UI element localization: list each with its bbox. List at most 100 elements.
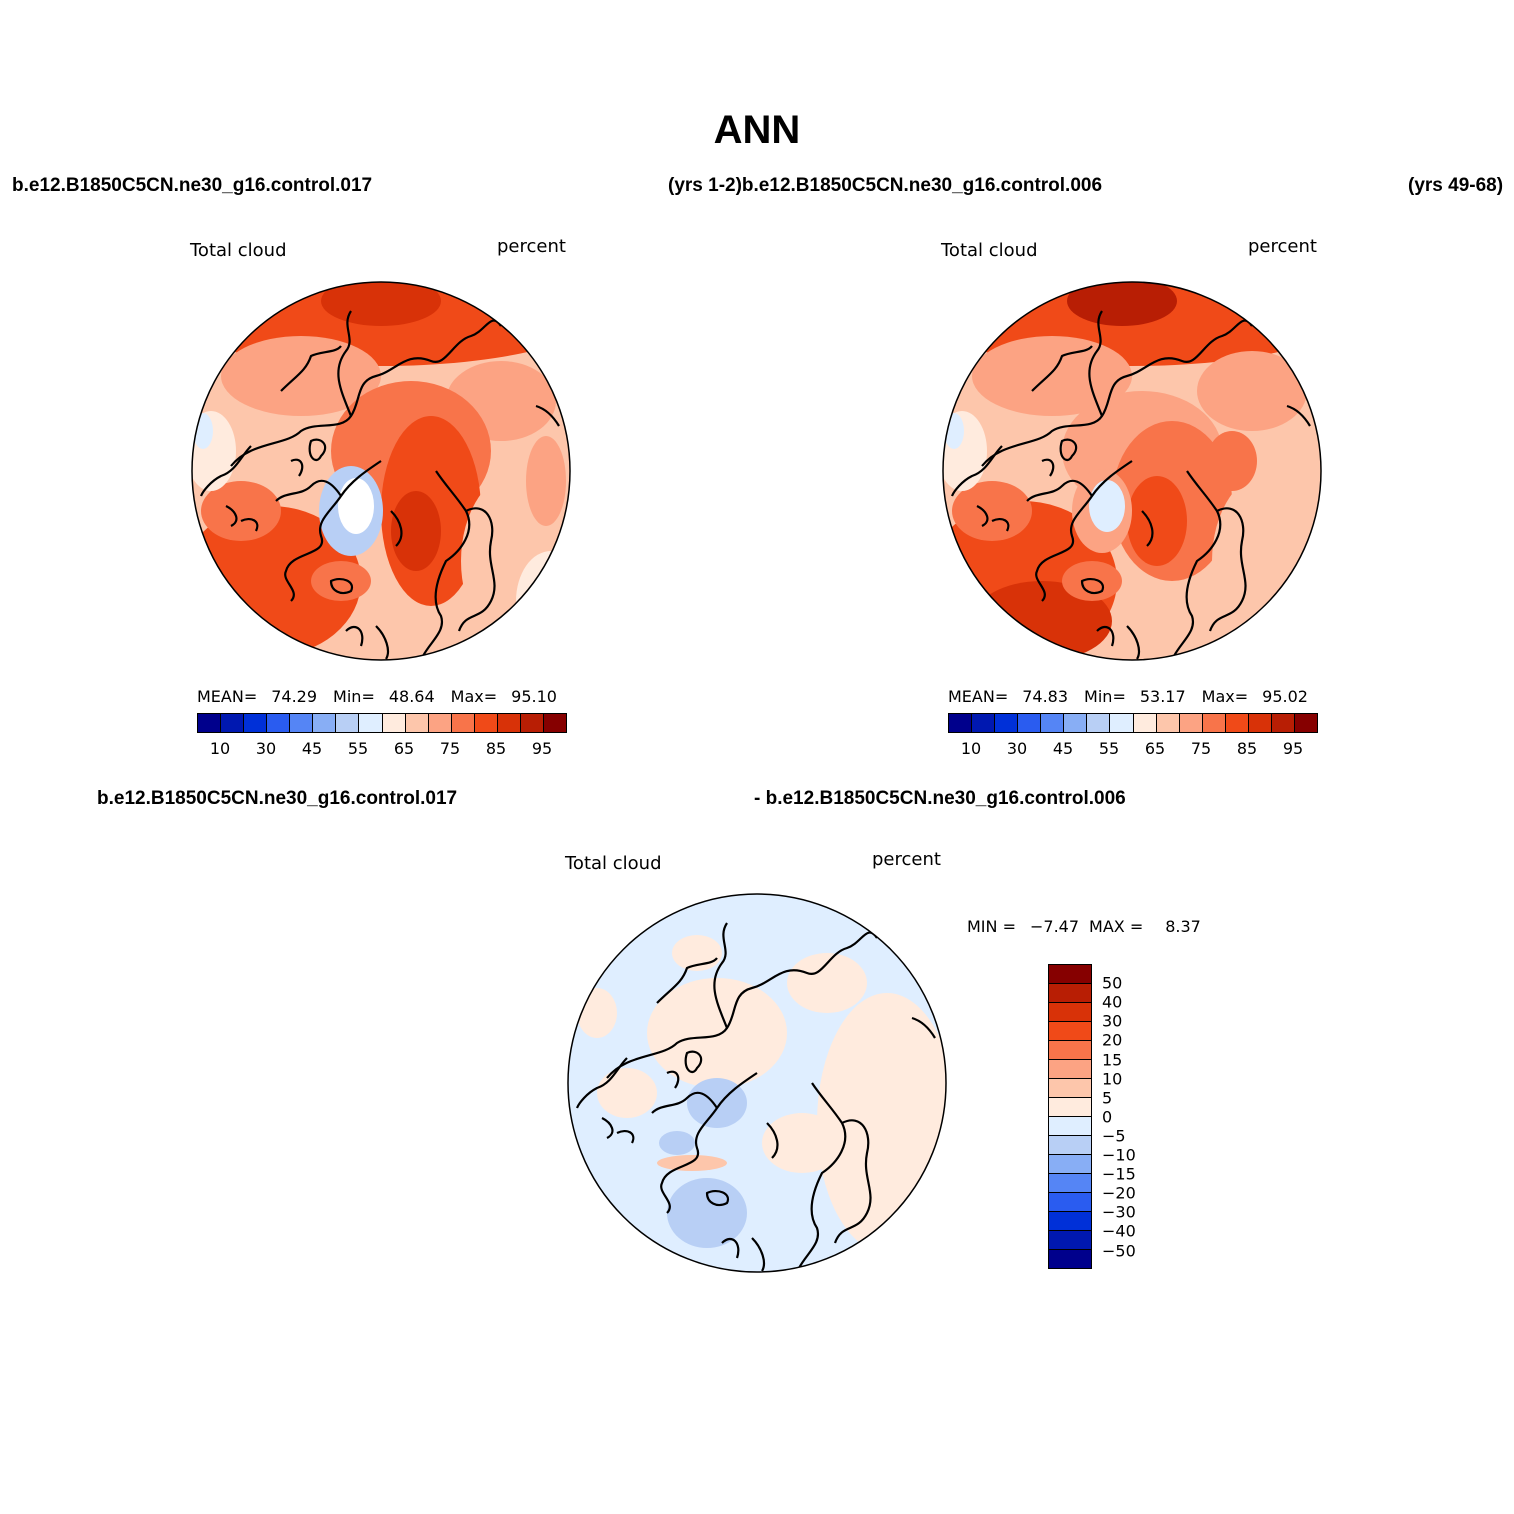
colorbar-tick-label: 85 bbox=[485, 739, 507, 758]
panel2-mean-value: 74.83 bbox=[1022, 687, 1069, 706]
diff-map bbox=[567, 893, 947, 1273]
colorbar-swatch bbox=[949, 714, 973, 732]
panel2-min-label: Min= bbox=[1084, 687, 1126, 706]
colorbar-swatch bbox=[1156, 714, 1180, 732]
colorbar-swatch bbox=[1049, 1041, 1091, 1060]
colorbar-swatch bbox=[1049, 1079, 1091, 1098]
diff-colorbar-ticks: 50 40 30 20 15 10 5 0 −5 −10 −15 −20 −30 −40 −50 bbox=[1102, 964, 1142, 1270]
colorbar-swatch bbox=[1018, 714, 1042, 732]
panel1-variable-label: Total cloud bbox=[190, 240, 287, 261]
diff-min-label: MIN = bbox=[967, 917, 1016, 936]
diff-max-label: MAX = bbox=[1089, 917, 1144, 936]
colorbar-swatch bbox=[313, 714, 337, 732]
panel2-units-label: percent bbox=[1248, 236, 1317, 257]
colorbar-swatch bbox=[428, 714, 452, 732]
diff-units-label: percent bbox=[872, 849, 941, 870]
colorbar-tick-label: 75 bbox=[1190, 739, 1212, 758]
colorbar-tick-label: 10 bbox=[960, 739, 982, 758]
panel2-stats: MEAN= 74.83 Min= 53.17 Max= 95.02 bbox=[948, 687, 1322, 706]
colorbar-swatch bbox=[290, 714, 314, 732]
colorbar-tick-label: 10 bbox=[209, 739, 231, 758]
colorbar-swatch bbox=[1049, 1003, 1091, 1022]
colorbar-tick-label: 5 bbox=[1102, 1088, 1113, 1108]
years2-header: (yrs 49-68) bbox=[1408, 175, 1504, 196]
panel2-colorbar-ticks: 10 30 45 55 65 75 85 95 bbox=[948, 739, 1316, 759]
colorbar-tick-label: 10 bbox=[1102, 1069, 1123, 1089]
colorbar-swatch bbox=[1049, 1231, 1091, 1250]
colorbar-swatch bbox=[995, 714, 1019, 732]
colorbar-tick-label: 75 bbox=[439, 739, 461, 758]
panel2-mean-label: MEAN= bbox=[948, 687, 1009, 706]
panel1-mean-label: MEAN= bbox=[197, 687, 258, 706]
colorbar-swatch bbox=[198, 714, 222, 732]
colorbar-tick-label: 40 bbox=[1102, 992, 1123, 1012]
panel1-min-label: Min= bbox=[333, 687, 375, 706]
colorbar-swatch bbox=[359, 714, 383, 732]
colorbar-swatch bbox=[405, 714, 429, 732]
panel2-max-value: 95.02 bbox=[1262, 687, 1308, 706]
colorbar-swatch bbox=[1087, 714, 1111, 732]
panel2-map bbox=[942, 281, 1322, 661]
colorbar-tick-label: −50 bbox=[1102, 1241, 1136, 1260]
colorbar-swatch bbox=[221, 714, 245, 732]
colorbar-swatch bbox=[1064, 714, 1088, 732]
panel2-max-label: Max= bbox=[1201, 687, 1249, 706]
colorbar-tick-label: 65 bbox=[393, 739, 415, 758]
colorbar-tick-label: −15 bbox=[1102, 1164, 1136, 1184]
colorbar-swatch bbox=[1049, 1136, 1091, 1155]
colorbar-swatch bbox=[1041, 714, 1065, 732]
colorbar-tick-label: 20 bbox=[1102, 1030, 1123, 1050]
colorbar-swatch bbox=[1271, 714, 1295, 732]
colorbar-swatch bbox=[543, 714, 566, 732]
colorbar-swatch bbox=[1049, 1212, 1091, 1231]
colorbar-swatch bbox=[1049, 1098, 1091, 1117]
colorbar-tick-label: 30 bbox=[1006, 739, 1028, 758]
colorbar-tick-label: 95 bbox=[1282, 739, 1304, 758]
colorbar-tick-label: −30 bbox=[1102, 1202, 1136, 1222]
colorbar-tick-label: 50 bbox=[1102, 973, 1123, 993]
colorbar-swatch bbox=[1225, 714, 1249, 732]
colorbar-tick-label: −20 bbox=[1102, 1183, 1136, 1203]
diff-colorbar bbox=[1048, 964, 1092, 1269]
colorbar-swatch bbox=[382, 714, 406, 732]
diff-case1-header: b.e12.B1850C5CN.ne30_g16.control.017 bbox=[97, 788, 458, 809]
colorbar-swatch bbox=[972, 714, 996, 732]
panel1-max-label: Max= bbox=[450, 687, 498, 706]
colorbar-swatch bbox=[1049, 1174, 1091, 1193]
colorbar-swatch bbox=[1049, 1155, 1091, 1174]
colorbar-swatch bbox=[1179, 714, 1203, 732]
panel1-max-value: 95.10 bbox=[511, 687, 557, 706]
plot-title: ANN bbox=[713, 108, 801, 152]
colorbar-tick-label: 30 bbox=[1102, 1011, 1123, 1031]
diff-max-value: 8.37 bbox=[1165, 917, 1201, 936]
colorbar-tick-label: −10 bbox=[1102, 1145, 1136, 1165]
colorbar-swatch bbox=[1248, 714, 1272, 732]
colorbar-tick-label: 65 bbox=[1144, 739, 1166, 758]
colorbar-swatch bbox=[1049, 1193, 1091, 1212]
colorbar-tick-label: 95 bbox=[531, 739, 553, 758]
diff-stats: MIN = −7.47 MAX = 8.37 bbox=[967, 917, 1215, 936]
colorbar-swatch bbox=[1049, 1117, 1091, 1136]
panel1-stats: MEAN= 74.29 Min= 48.64 Max= 95.10 bbox=[197, 687, 571, 706]
panel1-colorbar bbox=[197, 713, 567, 733]
colorbar-swatch bbox=[474, 714, 498, 732]
colorbar-swatch bbox=[1049, 965, 1091, 984]
colorbar-swatch bbox=[1133, 714, 1157, 732]
colorbar-tick-label: 55 bbox=[347, 739, 369, 758]
colorbar-tick-label: −5 bbox=[1102, 1126, 1126, 1146]
panel1-colorbar-ticks: 10 30 45 55 65 75 85 95 bbox=[197, 739, 565, 759]
panel2-min-value: 53.17 bbox=[1139, 687, 1186, 706]
colorbar-swatch bbox=[336, 714, 360, 732]
panel1-min-value: 48.64 bbox=[388, 687, 435, 706]
panel2-variable-label: Total cloud bbox=[941, 240, 1038, 261]
panel1-map bbox=[191, 281, 571, 661]
colorbar-tick-label: 45 bbox=[1052, 739, 1074, 758]
colorbar-swatch bbox=[520, 714, 544, 732]
colorbar-swatch bbox=[1049, 1022, 1091, 1041]
colorbar-tick-label: 30 bbox=[255, 739, 277, 758]
colorbar-tick-label: 15 bbox=[1102, 1050, 1123, 1069]
colorbar-swatch bbox=[1294, 714, 1317, 732]
colorbar-tick-label: 85 bbox=[1236, 739, 1258, 758]
colorbar-tick-label: 0 bbox=[1102, 1107, 1113, 1127]
colorbar-tick-label: 45 bbox=[301, 739, 323, 758]
